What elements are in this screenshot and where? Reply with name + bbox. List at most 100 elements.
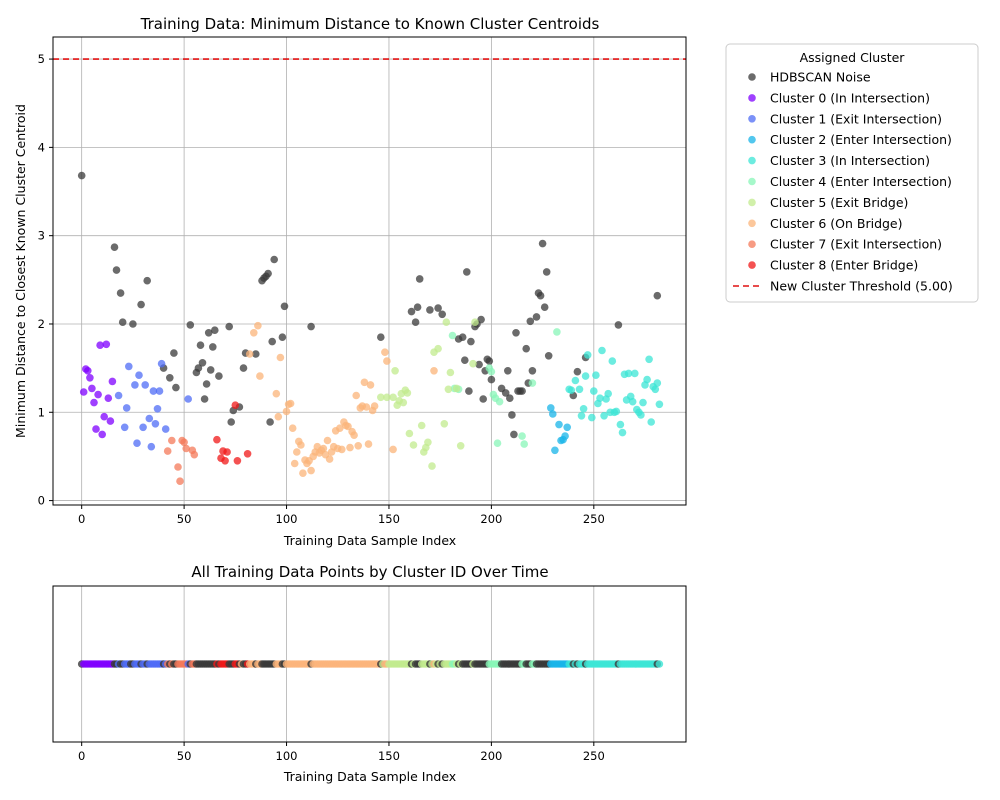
legend-marker bbox=[748, 240, 756, 248]
top-y-axis-label: Minimum Distance to Closest Known Cluste… bbox=[13, 104, 28, 438]
legend-label: Cluster 4 (Enter Intersection) bbox=[770, 174, 952, 189]
top-x-tick-label: 50 bbox=[177, 512, 192, 526]
data-point bbox=[528, 367, 537, 375]
data-point bbox=[549, 410, 557, 418]
data-point bbox=[139, 423, 147, 432]
data-point bbox=[120, 423, 129, 432]
data-point bbox=[413, 303, 422, 312]
legend-marker bbox=[748, 135, 756, 144]
data-point bbox=[520, 440, 528, 448]
legend-title: Assigned Cluster bbox=[800, 50, 906, 65]
data-point bbox=[352, 391, 361, 400]
data-point bbox=[227, 418, 235, 426]
data-point bbox=[631, 369, 639, 378]
data-point bbox=[637, 411, 645, 419]
legend-marker bbox=[748, 94, 756, 102]
data-point bbox=[600, 412, 608, 420]
bottom-chart-title: All Training Data Points by Cluster ID O… bbox=[191, 563, 548, 581]
data-point bbox=[567, 386, 576, 395]
legend-marker bbox=[748, 198, 756, 207]
data-point bbox=[493, 439, 502, 448]
data-point bbox=[563, 423, 571, 432]
data-point bbox=[157, 359, 166, 368]
bottom-x-tick-label: 100 bbox=[276, 749, 298, 763]
data-point bbox=[233, 457, 242, 465]
data-point bbox=[211, 326, 219, 335]
data-point bbox=[383, 393, 391, 402]
data-point bbox=[561, 432, 569, 440]
data-point bbox=[471, 318, 479, 327]
data-point bbox=[370, 402, 379, 410]
data-point bbox=[409, 441, 418, 449]
data-point bbox=[204, 329, 213, 337]
legend-label: HDBSCAN Noise bbox=[770, 70, 871, 85]
data-point bbox=[98, 430, 106, 439]
data-point bbox=[434, 344, 442, 353]
data-point bbox=[250, 329, 258, 337]
legend-label: Cluster 7 (Exit Intersection) bbox=[770, 237, 942, 252]
legend-label: Cluster 6 (On Bridge) bbox=[770, 216, 903, 231]
data-point bbox=[592, 371, 600, 380]
data-point bbox=[290, 459, 299, 468]
data-point bbox=[469, 359, 477, 368]
top-x-tick-label: 250 bbox=[583, 512, 605, 526]
data-point bbox=[202, 380, 211, 388]
data-point bbox=[168, 436, 176, 445]
data-point bbox=[604, 389, 612, 398]
data-point bbox=[215, 372, 223, 380]
data-point bbox=[286, 399, 295, 408]
data-point bbox=[147, 442, 156, 451]
top-x-tick-label: 200 bbox=[480, 512, 502, 526]
data-point bbox=[381, 348, 389, 357]
bottom-x-tick-label: 200 bbox=[480, 749, 502, 763]
legend-label: Cluster 8 (Enter Bridge) bbox=[770, 258, 918, 273]
data-point bbox=[276, 353, 285, 362]
data-point bbox=[616, 420, 625, 429]
data-point bbox=[307, 466, 315, 475]
data-point bbox=[336, 424, 344, 433]
data-point bbox=[571, 376, 580, 385]
data-point bbox=[583, 351, 592, 359]
data-point bbox=[166, 374, 174, 382]
data-point bbox=[346, 443, 354, 452]
top-y-tick-label: 0 bbox=[38, 494, 45, 508]
data-point bbox=[79, 388, 88, 396]
data-point bbox=[125, 362, 133, 371]
data-point bbox=[506, 394, 514, 403]
data-point bbox=[653, 379, 662, 387]
data-point bbox=[170, 349, 178, 357]
legend-marker bbox=[748, 156, 756, 165]
top-points bbox=[77, 171, 664, 486]
data-point bbox=[487, 367, 496, 376]
data-point bbox=[94, 390, 102, 399]
legend-marker bbox=[748, 177, 756, 186]
data-point bbox=[389, 393, 397, 402]
top-x-ticks: 0 50 100 150 200 250 bbox=[78, 505, 605, 526]
top-y-tick-label: 4 bbox=[38, 140, 45, 154]
data-point bbox=[354, 442, 363, 450]
bottom-plot-frame bbox=[52, 585, 687, 743]
data-point bbox=[270, 255, 279, 264]
data-point bbox=[264, 269, 272, 278]
data-point bbox=[575, 385, 584, 394]
data-point bbox=[288, 424, 297, 433]
bottom-chart: All Training Data Points by Cluster ID O… bbox=[52, 563, 687, 784]
data-point bbox=[206, 366, 215, 374]
data-point bbox=[182, 444, 190, 453]
data-point bbox=[653, 291, 662, 300]
data-point bbox=[362, 403, 371, 411]
data-point bbox=[426, 306, 434, 314]
data-point bbox=[501, 389, 510, 397]
data-point bbox=[129, 320, 137, 328]
data-point bbox=[377, 393, 385, 402]
data-point bbox=[577, 412, 586, 420]
data-point bbox=[467, 337, 475, 346]
data-point bbox=[280, 302, 289, 311]
data-point bbox=[624, 369, 633, 378]
legend-marker bbox=[748, 219, 756, 228]
data-point bbox=[452, 384, 461, 393]
data-point bbox=[180, 438, 188, 447]
data-point bbox=[153, 405, 162, 413]
data-point bbox=[145, 414, 154, 423]
data-point bbox=[196, 341, 205, 350]
